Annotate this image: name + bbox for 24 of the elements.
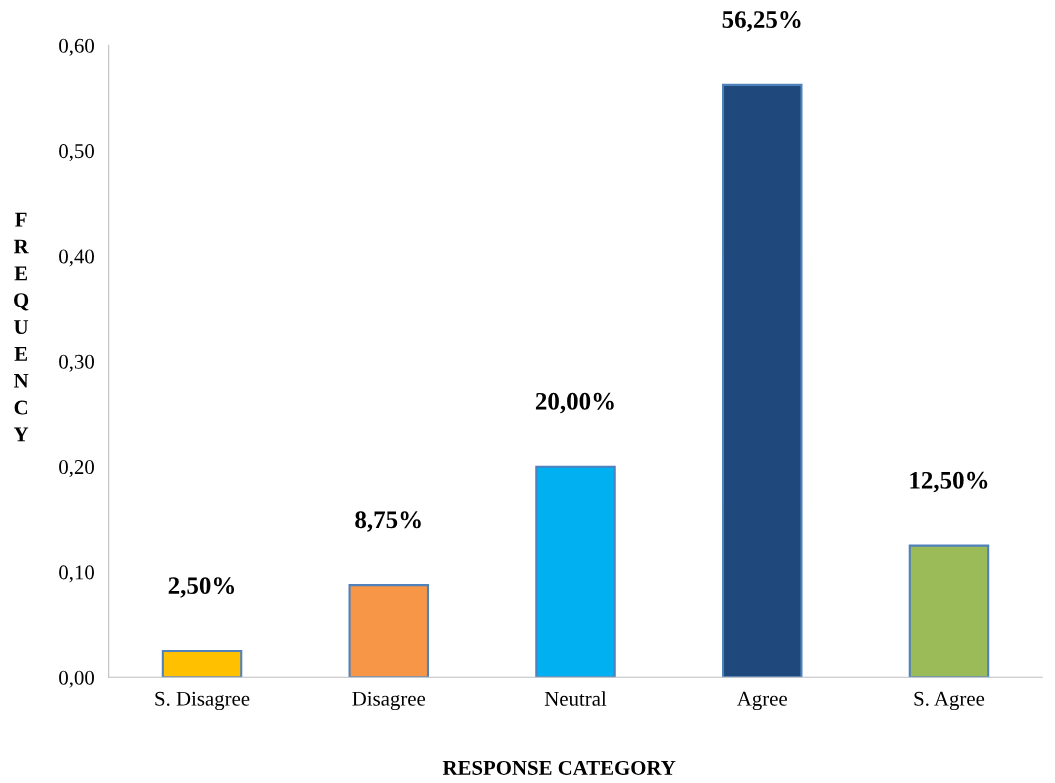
data-label: 20,00% — [535, 392, 614, 414]
bar — [535, 465, 616, 678]
y-tick-label: 0,10 — [59, 565, 94, 583]
bar — [161, 649, 243, 678]
y-tick-label: 0,60 — [59, 38, 94, 56]
data-label: 56,25% — [722, 11, 801, 32]
data-label: 8,75% — [355, 511, 421, 532]
y-tick-label: 0,40 — [59, 249, 94, 267]
text: FREQUENCY — [13, 212, 29, 442]
y-tick-label: 0,20 — [59, 460, 94, 478]
x-tick-label: S. Agree — [914, 691, 985, 711]
data-label: 12,50% — [910, 471, 988, 493]
y-tick-label: 0,00 — [59, 670, 94, 688]
x-tick-label: S. Disagree — [155, 691, 250, 711]
bar — [348, 584, 430, 678]
bar — [721, 83, 803, 678]
y-tick-label: 0,50 — [59, 144, 94, 162]
x-axis-title: RESPONSE CATEGORY — [442, 760, 676, 775]
bar — [908, 544, 990, 678]
x-tick-label: Agree — [736, 691, 787, 711]
x-tick-label: Disagree — [352, 691, 426, 711]
x-tick-label: Neutral — [544, 691, 607, 706]
data-label: 2,50% — [168, 577, 235, 598]
y-tick-label: 0,30 — [59, 354, 94, 372]
